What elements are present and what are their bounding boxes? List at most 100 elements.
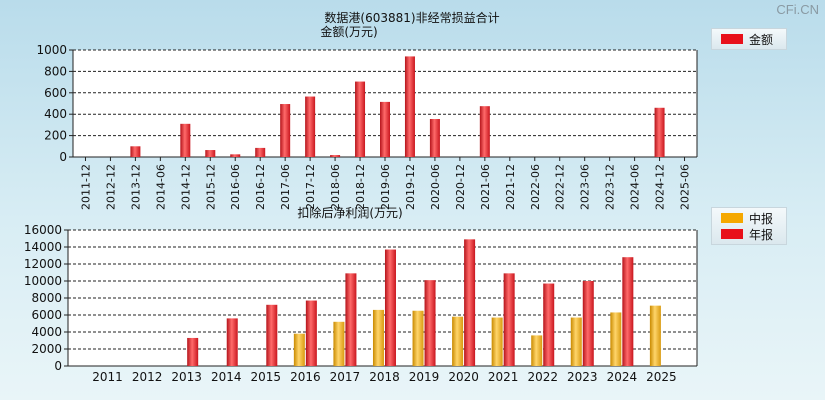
chart2-ytick-label: 8000 xyxy=(31,291,62,305)
chart1-xtick-label: 2021-06 xyxy=(479,164,492,210)
chart2-bar-annual xyxy=(464,239,476,366)
chart1-bar xyxy=(255,147,266,157)
chart2-bar-annual xyxy=(582,281,594,366)
chart2-bar-annual xyxy=(622,257,634,366)
chart2-legend: 中报 年报 xyxy=(711,207,787,245)
chart2-ytick-label: 10000 xyxy=(24,274,62,288)
legend-label-interim: 中报 xyxy=(749,211,774,226)
chart1-bar xyxy=(404,56,415,157)
chart1-xtick-label: 2017-12 xyxy=(304,164,317,210)
chart2-bar-annual xyxy=(543,283,555,366)
chart2-bar-interim xyxy=(649,305,661,366)
chart2-ytick-label: 4000 xyxy=(31,325,62,339)
chart1-xtick-label: 2016-06 xyxy=(229,164,242,210)
chart2-bar-annual xyxy=(424,280,436,366)
chart1-xtick-label: 2024-06 xyxy=(629,164,642,210)
chart2-bar-annual xyxy=(384,249,396,366)
chart1-xtick-label: 2023-06 xyxy=(579,164,592,210)
chart2-bar-interim xyxy=(452,316,464,366)
chart2-bar-interim xyxy=(610,312,622,366)
chart1-xtick-label: 2020-06 xyxy=(429,164,442,210)
chart2-xtick-label: 2016 xyxy=(290,370,321,384)
chart2-ytick-label: 6000 xyxy=(31,308,62,322)
chart2-xtick-label: 2012 xyxy=(132,370,163,384)
chart2-xtick-label: 2015 xyxy=(251,370,282,384)
chart1-ytick-label: 200 xyxy=(44,129,67,143)
chart1-xtick-label: 2014-12 xyxy=(179,164,192,210)
chart1-xtick-label: 2018-06 xyxy=(329,164,342,210)
chart1-xtick-label: 2023-12 xyxy=(604,164,617,210)
chart1-bar xyxy=(280,104,291,157)
chart1-bar xyxy=(429,119,440,157)
chart2-title: 扣除后净利润(万元) xyxy=(297,205,402,220)
chart1-xtick-label: 2022-12 xyxy=(554,164,567,210)
legend-label-amount: 金额 xyxy=(749,32,774,47)
chart2-bar-annual xyxy=(187,337,199,366)
chart1-ytick-label: 1000 xyxy=(36,43,67,57)
chart1-bar xyxy=(205,150,216,157)
legend-label-annual: 年报 xyxy=(749,227,774,242)
chart1-ytick-label: 0 xyxy=(59,150,67,164)
chart2-bar-annual xyxy=(266,304,278,366)
chart2-ytick-label: 2000 xyxy=(31,342,62,356)
chart1-xtick-label: 2018-12 xyxy=(354,164,367,210)
chart1-ytick-label: 600 xyxy=(44,86,67,100)
chart1-bar xyxy=(355,81,366,157)
chart2-bar-annual xyxy=(503,273,515,366)
chart2-xtick-label: 2014 xyxy=(211,370,242,384)
chart2-xtick-label: 2019 xyxy=(409,370,440,384)
chart1-xtick-label: 2019-12 xyxy=(404,164,417,210)
chart1-xtick-label: 2011-12 xyxy=(79,164,92,210)
legend-swatch-interim xyxy=(721,213,743,223)
chart1-xtick-label: 2020-12 xyxy=(454,164,467,210)
chart1-xtick-label: 2014-06 xyxy=(154,164,167,210)
chart1-bar xyxy=(380,101,390,157)
chart1-xtick-label: 2012-12 xyxy=(104,164,117,210)
chart2-xtick-label: 2017 xyxy=(330,370,361,384)
chart1-bar xyxy=(180,123,191,157)
chart1-bar xyxy=(230,154,241,157)
chart1-ytick-label: 400 xyxy=(44,107,67,121)
legend-swatch-annual xyxy=(721,229,743,239)
chart1-xtick-label: 2022-06 xyxy=(529,164,542,210)
chart2-bar-annual xyxy=(345,273,357,366)
chart2-xtick-label: 2023 xyxy=(567,370,598,384)
chart2-bar-interim xyxy=(531,335,543,366)
chart1-xtick-label: 2015-12 xyxy=(204,164,217,210)
chart1-xtick-label: 2017-06 xyxy=(279,164,292,210)
watermark-logo: CFi.CN xyxy=(776,2,819,17)
chart2-bar-interim xyxy=(491,317,503,366)
chart1-xtick-label: 2016-12 xyxy=(254,164,267,210)
chart1-bar xyxy=(305,96,316,157)
chart2-ytick-label: 12000 xyxy=(24,257,62,271)
chart2-ytick-label: 0 xyxy=(54,359,62,373)
chart2-ytick-label: 14000 xyxy=(24,240,62,254)
legend-item-amount: 金额 xyxy=(712,31,773,47)
chart2-bar-annual xyxy=(305,300,317,366)
chart1-bar xyxy=(654,107,665,157)
chart2-xtick-label: 2025 xyxy=(646,370,677,384)
chart2-ytick-label: 16000 xyxy=(24,223,62,237)
chart1-xtick-label: 2024-12 xyxy=(654,164,667,210)
chart1-title: 数据港(603881)非经常损益合计 xyxy=(324,10,499,25)
chart2-xtick-label: 2022 xyxy=(527,370,558,384)
chart2-xtick-label: 2013 xyxy=(171,370,202,384)
chart2-bar-interim xyxy=(372,309,384,366)
legend-item-interim: 中报 xyxy=(712,210,786,226)
chart2-xtick-label: 2024 xyxy=(607,370,638,384)
chart2-bar-interim xyxy=(570,317,582,366)
chart1-xtick-label: 2021-12 xyxy=(504,164,517,210)
chart1-bar xyxy=(330,155,341,157)
chart1-bar xyxy=(479,106,490,157)
chart2-plot: 0 2000 4000 6000 8000 10000 12000 14000 16000 201… xyxy=(24,223,698,384)
chart2-xtick-label: 2018 xyxy=(369,370,400,384)
chart2-bar-annual xyxy=(226,318,238,366)
legend-swatch-amount xyxy=(721,34,743,44)
legend-item-annual: 年报 xyxy=(712,226,786,242)
chart1-xtick-label: 2025-06 xyxy=(679,164,692,210)
chart2-xtick-label: 2020 xyxy=(448,370,479,384)
chart2-xtick-label: 2021 xyxy=(488,370,519,384)
chart1-bar xyxy=(130,146,141,157)
chart1-ylabel: 金额(万元) xyxy=(320,24,377,39)
